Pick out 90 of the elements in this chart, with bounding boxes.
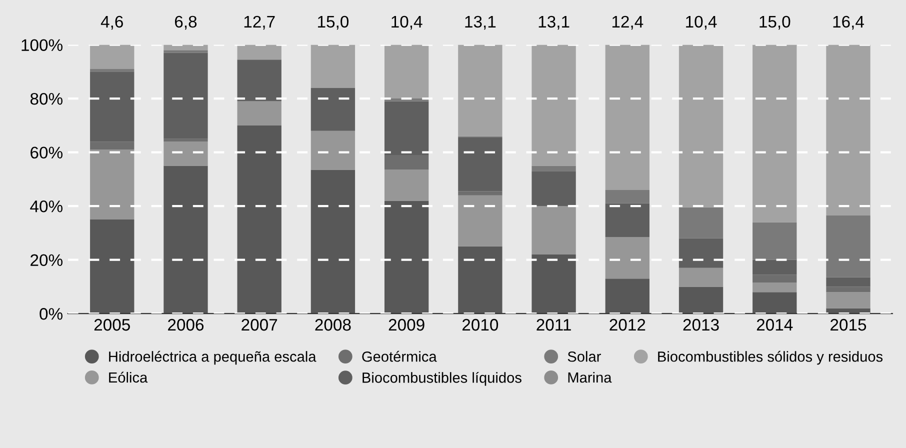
annotation: 10,4 (686, 16, 717, 30)
annotation: 15,0 (760, 16, 790, 30)
legend-label: Solar (568, 351, 601, 362)
bar (826, 215, 870, 278)
x-tick-label: 2013 (683, 318, 719, 331)
bar (237, 101, 282, 126)
bar (532, 44, 576, 166)
x-tick-label: 2007 (242, 318, 278, 331)
bar (164, 50, 208, 53)
bar (164, 138, 208, 142)
y-tick-label: 80% (30, 92, 62, 105)
bar (90, 68, 134, 72)
x-tick-label: 2010 (462, 318, 498, 331)
bar (458, 44, 502, 136)
bar (605, 203, 650, 237)
bar (752, 222, 797, 260)
bar (752, 282, 797, 292)
bar (752, 44, 797, 222)
y-tick-label: 60% (30, 146, 62, 159)
x-tick-label: 2006 (168, 318, 204, 331)
annotation: 10,4 (392, 16, 422, 30)
bar (310, 170, 356, 314)
legend-label: Marina (568, 372, 612, 383)
bar (458, 138, 502, 192)
y-tick-label: 0% (40, 308, 62, 320)
bar (164, 142, 208, 166)
legend-label: Biocombustibles líquidos (362, 372, 522, 386)
annotation: 4,6 (100, 16, 123, 30)
annotation: 15,0 (318, 16, 349, 30)
annotation: 13,1 (538, 16, 570, 30)
legend-label: Biocombustibles sólidos y residuos (658, 350, 883, 365)
bar (752, 292, 797, 314)
bar (310, 130, 356, 170)
bar (532, 254, 576, 314)
x-tick-label: 2009 (388, 318, 424, 331)
bar (532, 171, 576, 206)
bar (90, 220, 134, 314)
bar (752, 260, 797, 275)
bar (532, 166, 576, 172)
bar (826, 286, 870, 292)
bar (605, 190, 650, 204)
bar (384, 200, 429, 314)
x-tick-label: 2015 (830, 318, 866, 331)
legend-label: Hidroeléctrica a pequeña escala (109, 350, 316, 365)
bar (237, 44, 282, 60)
bar (310, 88, 356, 131)
x-tick-label: 2011 (536, 318, 571, 331)
annotation: 13,1 (465, 16, 496, 30)
annotation: 16,4 (833, 16, 864, 30)
bar (237, 125, 282, 314)
x-tick-label: 2012 (610, 318, 646, 331)
bar (678, 268, 724, 287)
bar (752, 274, 797, 283)
bar (826, 277, 870, 287)
bar (164, 166, 208, 314)
bar (90, 44, 134, 69)
bar (164, 52, 208, 139)
bar (458, 191, 502, 196)
bar (678, 238, 724, 268)
y-tick-label: 100% (22, 39, 62, 52)
bar (826, 292, 870, 308)
bar (605, 236, 650, 279)
bar (90, 150, 134, 220)
bar (826, 44, 870, 216)
bar (384, 101, 429, 156)
bar (310, 44, 356, 88)
bar (605, 278, 650, 314)
bar (384, 44, 429, 99)
bar (605, 44, 650, 190)
annotation: 12,7 (244, 16, 275, 30)
bar (90, 142, 134, 150)
bar (532, 206, 576, 254)
bar (384, 170, 429, 201)
x-tick-label: 2008 (315, 318, 351, 331)
bar (237, 60, 282, 102)
bar (678, 44, 724, 208)
bar (90, 72, 134, 142)
legend-label: Geotérmica (362, 350, 437, 362)
bar (678, 286, 724, 314)
x-tick-label: 2014 (756, 318, 793, 331)
x-tick-label: 2005 (94, 318, 130, 331)
bar (384, 155, 429, 170)
y-tick-label: 40% (30, 200, 62, 212)
bar (458, 195, 502, 246)
bar (458, 246, 502, 314)
annotation: 6,8 (174, 16, 197, 30)
annotation: 12,4 (612, 16, 644, 30)
bar (678, 207, 724, 238)
y-tick-label: 20% (30, 254, 62, 266)
legend-label: Eólica (109, 372, 148, 383)
